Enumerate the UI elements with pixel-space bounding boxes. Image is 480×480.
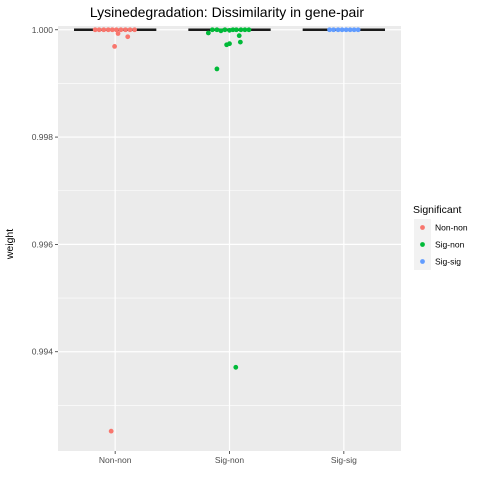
data-point — [230, 27, 236, 33]
data-point — [237, 39, 243, 45]
data-point — [118, 27, 124, 33]
data-point — [123, 27, 128, 33]
data-point — [214, 27, 220, 33]
data-point — [109, 27, 115, 33]
data-point — [209, 27, 215, 33]
data-point — [218, 28, 224, 34]
x-tick-label: Sig-non — [215, 455, 245, 465]
x-axis: Non-non Sig-non Sig-sig — [99, 451, 357, 465]
data-point — [343, 27, 349, 33]
data-point — [242, 27, 248, 33]
data-point — [227, 41, 232, 47]
x-tick-label: Non-non — [99, 455, 132, 465]
data-point — [351, 27, 357, 33]
data-point — [339, 27, 345, 33]
data-point — [238, 27, 244, 33]
data-point — [101, 27, 107, 33]
legend-title: Significant — [413, 204, 462, 216]
data-point — [233, 27, 239, 33]
data-point — [327, 27, 332, 33]
data-point — [92, 27, 98, 33]
data-point — [236, 33, 242, 39]
data-point — [105, 27, 111, 33]
data-point — [125, 34, 131, 40]
data-point — [112, 43, 117, 49]
data-point — [347, 27, 353, 33]
data-point — [222, 27, 228, 33]
data-point — [233, 364, 239, 370]
data-point — [132, 27, 138, 33]
data-point — [115, 31, 121, 36]
data-points — [92, 27, 361, 434]
y-tick-label: 1.000 — [32, 25, 54, 35]
legend-key-point — [420, 225, 425, 230]
legend-label: Sig-non — [435, 240, 465, 250]
legend-label: Non-non — [435, 223, 468, 233]
data-point — [355, 27, 361, 33]
data-point — [331, 27, 336, 33]
legend-key-point — [420, 259, 425, 264]
legend: Non-non Sig-non Sig-sig — [414, 219, 468, 270]
x-tick-label: Sig-sig — [331, 455, 357, 465]
data-point — [113, 27, 119, 33]
y-axis-title: weight — [4, 229, 16, 260]
data-point — [214, 66, 220, 72]
data-point — [335, 27, 341, 33]
legend-label: Sig-sig — [435, 257, 461, 267]
y-tick-label: 0.994 — [32, 347, 54, 357]
data-point — [127, 27, 133, 33]
data-point — [96, 27, 102, 33]
y-tick-label: 0.996 — [32, 239, 54, 249]
data-point — [108, 428, 114, 434]
data-point — [205, 30, 211, 36]
data-point — [246, 27, 252, 33]
y-tick-label: 0.998 — [32, 132, 54, 142]
y-axis: 0.994 0.996 0.998 1.000 — [32, 25, 58, 357]
chart-title: Lysinedegradation: Dissimilarity in gene… — [90, 4, 365, 20]
legend-key-point — [420, 242, 425, 247]
